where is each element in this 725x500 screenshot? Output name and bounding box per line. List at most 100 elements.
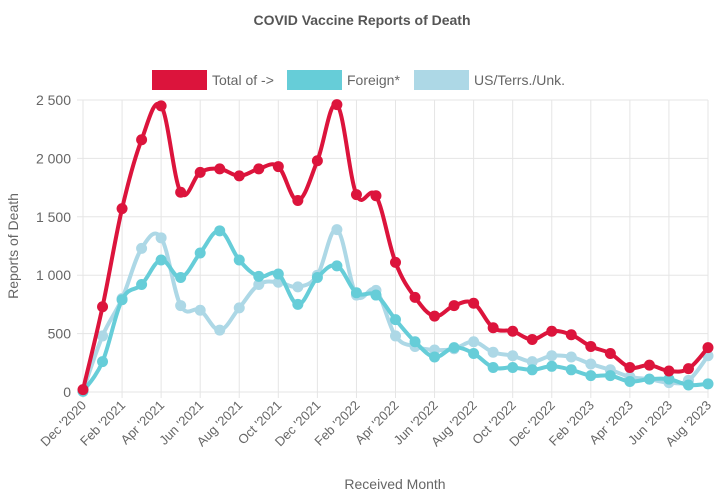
series-line-total-of[interactable]: [81, 101, 710, 392]
data-point-foreign[interactable]: [370, 289, 382, 301]
data-point-us-terrs-unk[interactable]: [565, 351, 577, 363]
data-point-total-of[interactable]: [429, 310, 441, 322]
data-point-foreign[interactable]: [565, 364, 577, 376]
data-point-foreign[interactable]: [175, 272, 187, 284]
legend[interactable]: Total of -> Foreign* US/Terrs./Unk.: [152, 70, 565, 90]
data-point-foreign[interactable]: [253, 270, 265, 282]
y-tick-label: 1 500: [36, 209, 71, 225]
data-point-foreign[interactable]: [507, 361, 519, 373]
legend-swatch: [414, 70, 469, 90]
series-total-of[interactable]: [77, 99, 714, 396]
x-axis-label: Received Month: [344, 476, 445, 492]
data-point-us-terrs-unk[interactable]: [194, 304, 206, 316]
data-point-us-terrs-unk[interactable]: [175, 300, 187, 312]
data-point-us-terrs-unk[interactable]: [155, 232, 167, 244]
data-point-total-of[interactable]: [468, 297, 480, 309]
data-point-total-of[interactable]: [194, 166, 206, 178]
data-point-foreign[interactable]: [350, 287, 362, 299]
series-layer: [77, 99, 714, 397]
data-point-total-of[interactable]: [663, 365, 675, 377]
data-point-total-of[interactable]: [526, 333, 538, 345]
data-point-total-of[interactable]: [390, 256, 401, 268]
y-tick-label: 0: [63, 384, 71, 400]
data-point-foreign[interactable]: [214, 225, 226, 237]
data-point-total-of[interactable]: [175, 186, 187, 198]
data-point-total-of[interactable]: [155, 100, 167, 112]
data-point-total-of[interactable]: [487, 322, 499, 334]
data-point-us-terrs-unk[interactable]: [97, 330, 109, 342]
data-point-foreign[interactable]: [136, 279, 148, 291]
data-point-total-of[interactable]: [448, 300, 460, 312]
data-point-total-of[interactable]: [604, 347, 616, 359]
data-point-foreign[interactable]: [682, 379, 694, 391]
data-point-us-terrs-unk[interactable]: [214, 324, 226, 336]
data-point-foreign[interactable]: [448, 342, 460, 354]
data-point-total-of[interactable]: [272, 161, 284, 173]
data-point-total-of[interactable]: [214, 163, 226, 175]
data-point-total-of[interactable]: [233, 170, 245, 182]
data-point-foreign[interactable]: [233, 254, 245, 266]
data-point-foreign[interactable]: [604, 370, 616, 382]
legend-item-foreign[interactable]: Foreign*: [287, 70, 400, 90]
data-point-foreign[interactable]: [97, 356, 109, 368]
data-point-total-of[interactable]: [507, 325, 519, 337]
data-point-us-terrs-unk[interactable]: [487, 346, 499, 358]
data-point-us-terrs-unk[interactable]: [468, 336, 480, 348]
data-point-foreign[interactable]: [311, 272, 323, 284]
data-point-total-of[interactable]: [565, 329, 577, 341]
data-point-total-of[interactable]: [682, 363, 694, 375]
data-point-foreign[interactable]: [409, 336, 421, 348]
data-point-us-terrs-unk[interactable]: [253, 279, 265, 291]
y-tick-label: 2 000: [36, 150, 71, 166]
data-point-foreign[interactable]: [429, 351, 441, 363]
data-point-us-terrs-unk[interactable]: [585, 358, 597, 370]
data-point-total-of[interactable]: [253, 163, 265, 175]
legend-item-total-of[interactable]: Total of ->: [152, 70, 274, 90]
data-point-total-of[interactable]: [624, 361, 636, 373]
data-point-total-of[interactable]: [702, 342, 714, 354]
data-point-total-of[interactable]: [292, 194, 304, 206]
data-point-foreign[interactable]: [702, 378, 714, 390]
data-point-total-of[interactable]: [116, 203, 128, 215]
data-point-foreign[interactable]: [272, 268, 284, 280]
series-foreign[interactable]: [77, 225, 714, 397]
data-point-foreign[interactable]: [116, 294, 128, 306]
legend-item-us-terrs-unk[interactable]: US/Terrs./Unk.: [414, 70, 565, 90]
data-point-us-terrs-unk[interactable]: [292, 281, 304, 293]
data-point-foreign[interactable]: [643, 373, 655, 385]
data-point-foreign[interactable]: [390, 314, 401, 326]
y-tick-label: 500: [48, 326, 72, 342]
data-point-foreign[interactable]: [468, 347, 480, 359]
data-point-foreign[interactable]: [155, 254, 167, 266]
data-point-foreign[interactable]: [585, 370, 597, 382]
data-point-total-of[interactable]: [370, 190, 382, 202]
data-point-foreign[interactable]: [663, 373, 675, 385]
data-point-us-terrs-unk[interactable]: [507, 350, 519, 362]
data-point-total-of[interactable]: [585, 340, 597, 352]
data-point-us-terrs-unk[interactable]: [546, 350, 558, 362]
data-point-total-of[interactable]: [350, 189, 362, 201]
data-point-total-of[interactable]: [546, 325, 558, 337]
y-axis-ticks: 0 500 1 000 1 500 2 000 2 500: [36, 92, 71, 400]
data-point-foreign[interactable]: [194, 247, 206, 259]
data-point-total-of[interactable]: [643, 359, 655, 371]
data-point-foreign[interactable]: [331, 260, 343, 272]
data-point-total-of[interactable]: [331, 99, 343, 111]
data-point-foreign[interactable]: [292, 298, 304, 310]
data-point-foreign[interactable]: [526, 364, 538, 376]
data-point-total-of[interactable]: [136, 134, 148, 146]
data-point-us-terrs-unk[interactable]: [331, 224, 343, 236]
data-point-us-terrs-unk[interactable]: [390, 330, 401, 342]
data-point-total-of[interactable]: [97, 301, 109, 313]
data-point-us-terrs-unk[interactable]: [526, 356, 538, 368]
data-point-foreign[interactable]: [487, 361, 499, 373]
data-point-total-of[interactable]: [409, 291, 421, 303]
legend-label: Total of ->: [212, 72, 274, 88]
data-point-total-of[interactable]: [311, 155, 323, 167]
data-point-us-terrs-unk[interactable]: [233, 302, 245, 314]
data-point-us-terrs-unk[interactable]: [136, 242, 148, 254]
data-point-foreign[interactable]: [546, 360, 558, 372]
data-point-total-of[interactable]: [77, 384, 89, 396]
data-point-foreign[interactable]: [624, 375, 636, 387]
